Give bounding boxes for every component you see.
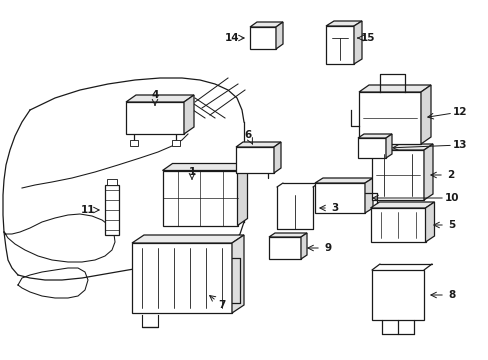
Polygon shape (162, 171, 237, 225)
Polygon shape (423, 144, 432, 200)
Text: 11: 11 (81, 205, 95, 215)
Text: 6: 6 (244, 130, 251, 140)
Text: 12: 12 (452, 107, 467, 117)
Bar (130, 140, 138, 146)
Polygon shape (385, 134, 391, 158)
Polygon shape (370, 202, 434, 208)
Polygon shape (132, 235, 244, 243)
Bar (371, 270, 423, 320)
Polygon shape (132, 243, 231, 313)
Text: 14: 14 (224, 33, 239, 43)
Polygon shape (364, 178, 372, 213)
Text: 15: 15 (360, 33, 374, 43)
Polygon shape (236, 142, 281, 147)
Polygon shape (314, 178, 372, 183)
Polygon shape (357, 134, 391, 138)
Polygon shape (425, 202, 434, 242)
Text: 2: 2 (447, 170, 454, 180)
Polygon shape (357, 138, 385, 158)
Text: 10: 10 (444, 193, 458, 203)
Polygon shape (237, 163, 247, 225)
Text: 4: 4 (151, 90, 159, 100)
Polygon shape (353, 21, 361, 64)
Text: 1: 1 (188, 167, 195, 177)
Polygon shape (236, 147, 273, 173)
Bar (105, 185, 119, 235)
Polygon shape (162, 163, 247, 171)
Polygon shape (325, 26, 353, 64)
Text: 8: 8 (447, 290, 455, 300)
Text: 13: 13 (452, 140, 467, 150)
Polygon shape (325, 21, 361, 26)
Polygon shape (268, 237, 301, 259)
Polygon shape (301, 233, 306, 259)
Polygon shape (314, 183, 364, 213)
Polygon shape (420, 85, 430, 144)
Text: 7: 7 (218, 300, 225, 310)
Bar (172, 140, 180, 146)
Polygon shape (275, 22, 283, 49)
Polygon shape (358, 92, 420, 144)
Polygon shape (358, 85, 430, 92)
Bar (107, 179, 117, 185)
Polygon shape (268, 233, 306, 237)
Polygon shape (249, 27, 275, 49)
Polygon shape (231, 235, 244, 313)
Polygon shape (370, 208, 425, 242)
Polygon shape (249, 22, 283, 27)
Polygon shape (183, 95, 194, 134)
Text: 3: 3 (331, 203, 338, 213)
Polygon shape (126, 102, 183, 134)
Polygon shape (273, 142, 281, 173)
Text: 5: 5 (447, 220, 455, 230)
Polygon shape (371, 150, 423, 200)
Polygon shape (126, 95, 194, 102)
Polygon shape (371, 144, 432, 150)
Text: 9: 9 (324, 243, 331, 253)
